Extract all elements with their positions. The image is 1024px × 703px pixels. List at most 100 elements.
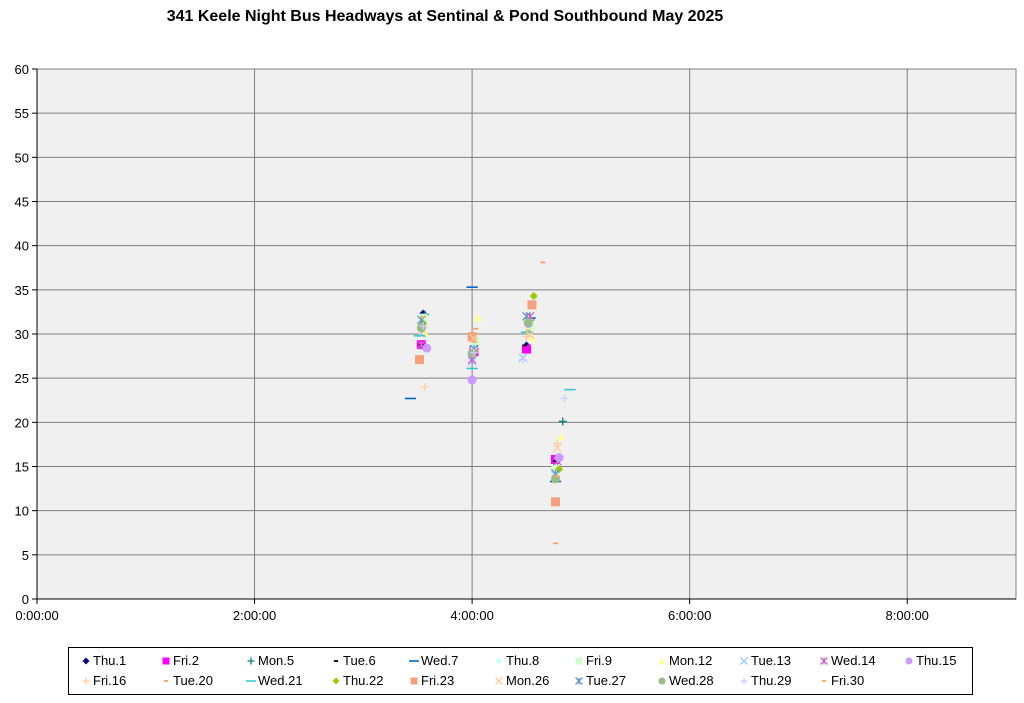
y-tick-label: 25 (15, 371, 29, 386)
legend-label: Fri.16 (93, 673, 127, 688)
legend-marker (820, 657, 828, 665)
legend-label: Fri.2 (173, 653, 199, 668)
axes: 0 5 10 15 20 25 30 35 40 45 50 55 60 0:00:00 2:00:00 4:… (15, 62, 1016, 623)
y-tick-label: 60 (15, 62, 29, 77)
y-tick-label: 50 (15, 150, 29, 165)
legend-marker-shape (905, 657, 913, 665)
data-point (420, 383, 429, 391)
legend-label: Wed.7 (421, 653, 459, 668)
chart-title: 341 Keele Night Bus Headways at Sentinal… (166, 8, 724, 25)
legend-marker-shape (658, 657, 666, 665)
x-tick-label: 2:00:00 (233, 608, 276, 623)
data-point (416, 323, 426, 333)
legend-marker-shape (82, 657, 90, 665)
legend-marker-shape (658, 677, 666, 685)
legend-label: Tue.20 (173, 673, 213, 688)
x-tick-label: 4:00:00 (450, 608, 493, 623)
legend-marker (658, 657, 666, 665)
legend-marker-shape (740, 657, 748, 665)
data-point (518, 355, 527, 364)
legend-label: Tue.13 (751, 653, 791, 668)
data-point (527, 300, 537, 310)
legend-label: Thu.29 (751, 673, 792, 688)
legend-label: Tue.6 (343, 653, 376, 668)
data-point (556, 432, 565, 441)
legend-marker (332, 677, 340, 685)
y-tick-label: 30 (15, 327, 29, 342)
x-tick-label: 6:00:00 (668, 608, 711, 623)
legend-marker-shape (495, 657, 503, 665)
legend-marker (575, 677, 583, 685)
legend-marker (246, 680, 256, 682)
legend-label: Wed.21 (258, 673, 303, 688)
y-tick-label: 45 (15, 195, 29, 210)
data-point (415, 355, 425, 365)
data-point (419, 322, 428, 331)
data-point (529, 292, 538, 301)
legend-label: Wed.14 (831, 653, 876, 668)
legend-marker (163, 680, 169, 682)
y-tick-label: 55 (15, 106, 29, 121)
legend-marker (575, 657, 583, 665)
legend-marker-shape (575, 657, 583, 665)
x-tick-label: 8:00:00 (886, 608, 929, 623)
legend-marker (495, 677, 503, 685)
legend-label: Thu.22 (343, 673, 384, 688)
data-point (469, 348, 478, 357)
legend-marker (247, 657, 255, 665)
grid-lines (37, 69, 1016, 599)
legend-marker (410, 677, 418, 685)
legend-marker (162, 657, 170, 665)
legend-marker-shape (247, 657, 255, 665)
data-point (467, 348, 477, 358)
legend-marker (82, 657, 90, 665)
data-point (554, 453, 564, 463)
legend-marker-shape (740, 677, 748, 685)
y-tick-label: 0 (22, 592, 29, 607)
data-point (523, 318, 533, 328)
data-point (467, 375, 477, 385)
legend-label: Fri.30 (831, 673, 865, 688)
data-point (522, 344, 531, 354)
data-point (558, 417, 567, 426)
legend-marker (740, 657, 748, 665)
legend-marker-shape (495, 677, 503, 685)
data-point (552, 443, 562, 453)
x-tick-label: 0:00:00 (15, 608, 58, 623)
legend-marker (409, 660, 419, 662)
legend-marker (495, 657, 503, 665)
legend-label: Tue.27 (586, 673, 626, 688)
data-point (560, 394, 569, 403)
legend: Thu.1 Fri.2 Mon.5 Tue.6 Wed.7 Thu.8 Fri.9 Mon.1… (68, 647, 973, 695)
legend-marker-shape (82, 677, 90, 685)
legend-label: Mon.26 (506, 673, 550, 688)
legend-label: Mon.5 (258, 653, 295, 668)
legend-label: Fri.9 (586, 653, 612, 668)
legend-marker (658, 677, 666, 685)
legend-label: Wed.28 (669, 673, 714, 688)
y-tick-label: 5 (22, 548, 29, 563)
legend-marker (905, 657, 913, 665)
legend-marker-shape (820, 657, 828, 665)
y-tick-label: 35 (15, 283, 29, 298)
y-tick-label: 40 (15, 239, 29, 254)
legend-label: Mon.12 (669, 653, 713, 668)
legend-marker (82, 677, 90, 685)
legend-label: Fri.23 (421, 673, 455, 688)
y-tick-label: 15 (15, 460, 29, 475)
legend-label: Thu.8 (506, 653, 540, 668)
data-point (422, 343, 432, 353)
legend-label: Thu.1 (93, 653, 127, 668)
data-point (473, 313, 482, 322)
legend-marker-shape (410, 677, 418, 685)
legend-label: Thu.15 (916, 653, 957, 668)
data-point (551, 497, 561, 507)
y-tick-label: 10 (15, 504, 29, 519)
chart-svg: 0 5 10 15 20 25 30 35 40 45 50 55 60 0:00:00 2:00:00 4:… (15, 62, 1017, 623)
legend-marker (821, 680, 827, 682)
data-points (404, 261, 576, 545)
legend-marker (333, 660, 339, 662)
legend-marker-shape (332, 677, 340, 685)
data-point (553, 439, 562, 448)
legend-marker-shape (575, 677, 583, 685)
